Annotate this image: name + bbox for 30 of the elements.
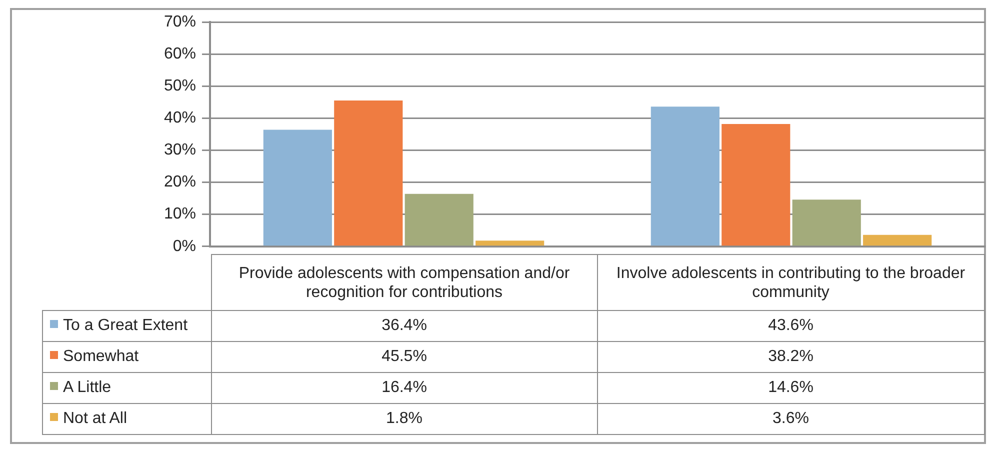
legend-label: A Little: [42, 372, 211, 404]
data-label: 45.5%: [211, 342, 598, 372]
data-label: 1.8%: [211, 404, 598, 434]
bar: [863, 234, 932, 246]
legend-label: Somewhat: [42, 342, 211, 372]
bar: [722, 124, 790, 246]
bar: [334, 100, 403, 246]
bar: [792, 200, 861, 246]
data-label: 14.6%: [598, 372, 984, 404]
y-tick-label: 60%: [164, 45, 196, 62]
legend-label: To a Great Extent: [42, 310, 211, 342]
y-tick-label: 20%: [164, 174, 196, 191]
y-tick-label: 10%: [164, 206, 196, 223]
x-tick-label: Provide adolescents with compensation and/or recognition for contributions: [211, 254, 598, 310]
y-tick-label: 0%: [172, 238, 196, 255]
bar: [476, 240, 544, 246]
bar: [263, 130, 332, 246]
data-label: 43.6%: [598, 310, 984, 342]
data-label: 38.2%: [598, 342, 984, 372]
legend-label: Not at All: [42, 404, 211, 434]
x-tick-label: Involve adolescents in contributing to the broader community: [598, 254, 984, 310]
y-tick-label: 40%: [164, 110, 196, 127]
data-label: 3.6%: [598, 404, 984, 434]
data-label: 36.4%: [211, 310, 598, 342]
y-tick-label: 70%: [164, 13, 196, 30]
bar: [650, 106, 720, 246]
bar: [404, 194, 474, 246]
data-label: 16.4%: [211, 372, 598, 404]
y-tick-label: 50%: [164, 78, 196, 95]
y-tick-label: 30%: [164, 142, 196, 159]
